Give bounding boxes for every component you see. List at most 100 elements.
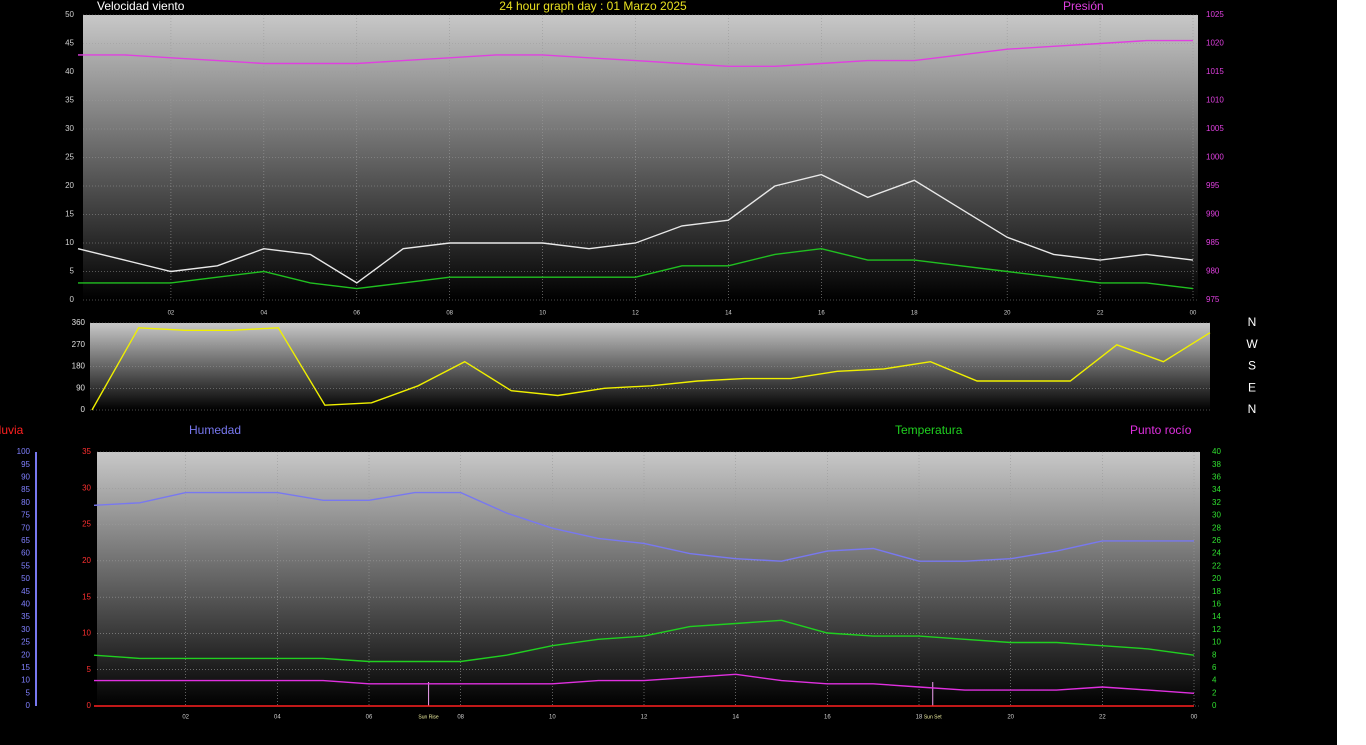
y-tick-label: 270	[72, 340, 86, 349]
y-tick-label: 5	[70, 267, 75, 276]
x-tick-label: 14	[732, 715, 739, 721]
y2-tick-label: 28	[1212, 523, 1221, 532]
y2-tick-label: 1025	[1206, 10, 1224, 19]
y-tick-label: 0	[81, 405, 86, 414]
y2-tick-label: S	[1248, 359, 1256, 373]
y3-tick-label: 80	[21, 498, 30, 507]
y2-tick-label: 26	[1212, 536, 1221, 545]
x-tick-label: 18	[911, 311, 918, 317]
x-tick-label: 08	[457, 715, 464, 721]
y3-tick-label: 15	[21, 663, 30, 672]
x-tick-label: 10	[549, 715, 556, 721]
y-tick-label: 15	[65, 210, 74, 219]
y2-tick-label: 985	[1206, 238, 1220, 247]
x-tick-label: 14	[725, 311, 732, 317]
x-tick-label: 18	[916, 715, 923, 721]
y2-tick-label: N	[1248, 315, 1257, 329]
y2-tick-label: 1010	[1206, 96, 1224, 105]
y2-tick-label: 0	[1212, 701, 1217, 710]
y3-tick-label: 0	[26, 701, 31, 710]
y-tick-label: 90	[76, 383, 85, 392]
y3-tick-label: 10	[21, 676, 30, 685]
y2-tick-label: 995	[1206, 181, 1220, 190]
y3-tick-label: 40	[21, 600, 30, 609]
y3-tick-label: 25	[21, 638, 30, 647]
series-line	[77, 173, 1194, 284]
y3-tick-label: 100	[17, 447, 31, 456]
y-tick-label: 5	[87, 665, 92, 674]
y-tick-label: 0	[87, 701, 92, 710]
y2-tick-label: 38	[1212, 460, 1221, 469]
x-tick-label: 04	[260, 311, 267, 317]
x-tick-label: 04	[274, 715, 281, 721]
y2-tick-label: 34	[1212, 485, 1221, 494]
y3-tick-label: 50	[21, 574, 30, 583]
y3-tick-label: 35	[21, 612, 30, 621]
y-tick-label: 0	[70, 295, 75, 304]
y3-tick-label: 75	[21, 511, 30, 520]
y2-tick-label: 12	[1212, 625, 1221, 634]
y2-tick-label: 18	[1212, 587, 1221, 596]
y3-tick-label: 70	[21, 523, 30, 532]
plot-background	[97, 452, 1200, 706]
chart-title: 24 hour graph day : 01 Marzo 2025	[499, 0, 687, 13]
series-line	[93, 619, 1195, 663]
x-tick-label: 16	[818, 311, 825, 317]
y2-tick-label: N	[1248, 402, 1257, 416]
y2-tick-label: W	[1246, 337, 1258, 351]
y-tick-label: 10	[65, 238, 74, 247]
y3-tick-label: 5	[26, 688, 31, 697]
x-tick-label: 20	[1004, 311, 1011, 317]
y3-tick-label: 20	[21, 650, 30, 659]
y-tick-label: 20	[65, 181, 74, 190]
y2-tick-label: 24	[1212, 549, 1221, 558]
y-tick-label: 180	[72, 362, 86, 371]
y-tick-label: 35	[82, 447, 91, 456]
wind-label: Velocidad viento	[97, 0, 185, 13]
x-tick-label: 02	[168, 311, 175, 317]
x-tick-label: 10	[539, 311, 546, 317]
y2-tick-label: 1015	[1206, 67, 1224, 76]
y2-tick-label: 1000	[1206, 153, 1224, 162]
humidity-label: Humedad	[189, 423, 241, 437]
y-tick-label: 15	[82, 592, 91, 601]
x-tick-label: 06	[353, 311, 360, 317]
y2-tick-label: 32	[1212, 498, 1221, 507]
y-tick-label: 360	[72, 318, 86, 327]
y2-tick-label: 8	[1212, 650, 1217, 659]
y2-tick-label: 36	[1212, 473, 1221, 482]
y2-tick-label: E	[1248, 380, 1256, 394]
sun-label: Sun Set	[924, 714, 942, 720]
y-tick-label: 40	[65, 67, 74, 76]
x-tick-label: 06	[366, 715, 373, 721]
y3-tick-label: 95	[21, 460, 30, 469]
y3-tick-label: 85	[21, 485, 30, 494]
y2-tick-label: 14	[1212, 612, 1221, 621]
y3-tick-label: 45	[21, 587, 30, 596]
y2-tick-label: 975	[1206, 295, 1220, 304]
pressure-label: Presión	[1063, 0, 1104, 13]
plot-background	[83, 15, 1198, 300]
y-tick-label: 10	[82, 629, 91, 638]
x-tick-label: 12	[641, 715, 648, 721]
y-tick-label: 30	[82, 483, 91, 492]
y2-tick-label: 980	[1206, 267, 1220, 276]
series-line	[93, 491, 1194, 562]
y3-tick-label: 65	[21, 536, 30, 545]
x-tick-label: 16	[824, 715, 831, 721]
x-tick-label: 22	[1099, 715, 1106, 721]
x-tick-label: 12	[632, 311, 639, 317]
y2-tick-label: 40	[1212, 447, 1221, 456]
x-tick-label: 02	[182, 715, 189, 721]
y3-tick-label: 60	[21, 549, 30, 558]
y-tick-label: 35	[65, 96, 74, 105]
y3-tick-label: 55	[21, 561, 30, 570]
y2-tick-label: 16	[1212, 600, 1221, 609]
y2-tick-label: 22	[1212, 561, 1221, 570]
y-tick-label: 30	[65, 124, 74, 133]
y-tick-label: 25	[65, 153, 74, 162]
y2-tick-label: 1020	[1206, 39, 1224, 48]
y-tick-label: 25	[82, 520, 91, 529]
x-tick-label: 00	[1190, 311, 1197, 317]
y2-tick-label: 2	[1212, 688, 1217, 697]
